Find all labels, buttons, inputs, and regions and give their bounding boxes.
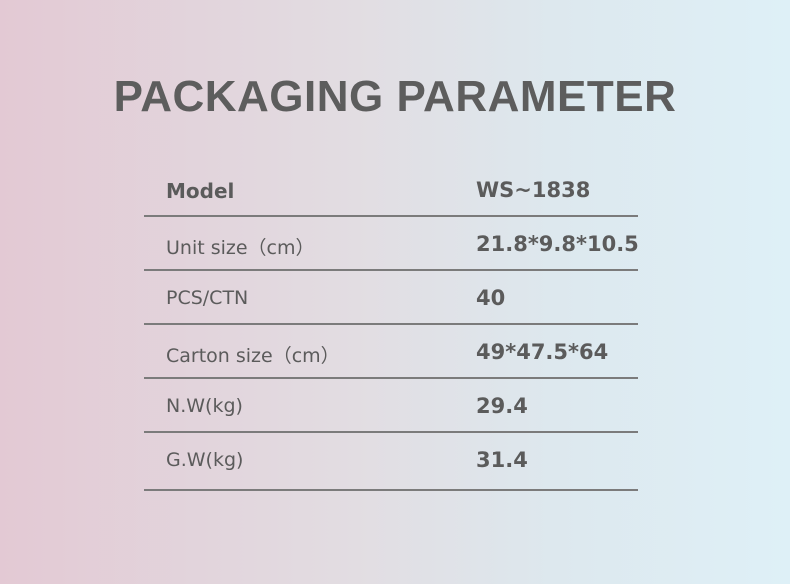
row-label: G.W(kg) — [166, 449, 244, 471]
table-row-gross-weight: G.W(kg) 31.4 — [144, 433, 638, 491]
row-value: WS~1838 — [476, 178, 591, 202]
row-label: Model — [166, 179, 235, 203]
row-value: 49*47.5*64 — [476, 340, 609, 364]
row-label: Unit size（cm） — [166, 237, 315, 259]
table-row-net-weight: N.W(kg) 29.4 — [144, 379, 638, 433]
table-row-pcs-ctn: PCS/CTN 40 — [144, 271, 638, 325]
row-label: PCS/CTN — [166, 287, 249, 309]
row-value: 40 — [476, 286, 506, 310]
row-value: 29.4 — [476, 394, 528, 418]
table-row-carton-size: Carton size（cm） 49*47.5*64 — [144, 325, 638, 379]
packaging-table: Model WS~1838 Unit size（cm） 21.8*9.8*10.… — [144, 163, 639, 491]
page-title: PACKAGING PARAMETER — [113, 72, 677, 121]
table-row-model: Model WS~1838 — [144, 163, 638, 217]
row-label: Carton size（cm） — [166, 345, 340, 367]
row-value: 31.4 — [476, 448, 528, 472]
table-row-unit-size: Unit size（cm） 21.8*9.8*10.5 — [144, 217, 639, 271]
row-label: N.W(kg) — [166, 395, 243, 417]
row-value: 21.8*9.8*10.5 — [476, 232, 639, 256]
